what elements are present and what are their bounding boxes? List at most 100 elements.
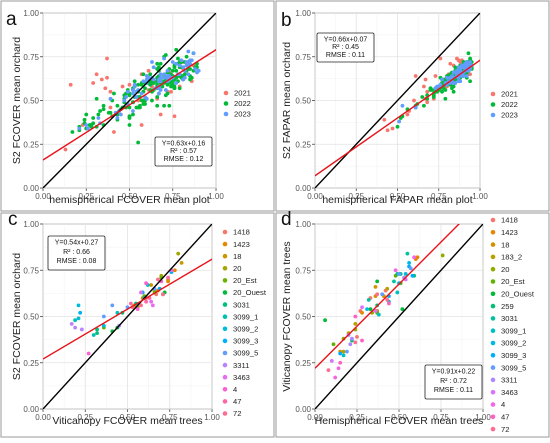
data-point: [139, 82, 144, 87]
data-point: [368, 307, 373, 311]
data-point: [172, 114, 177, 119]
legend-swatch: [490, 266, 496, 272]
x-tick-label: 1.00: [475, 413, 491, 422]
data-point: [150, 98, 154, 103]
legend-swatch: [223, 101, 229, 106]
stats-box: [154, 136, 213, 167]
legend-label: 259: [501, 302, 514, 311]
legend-swatch: [490, 291, 496, 297]
regression-line: [43, 48, 216, 161]
data-point: [440, 89, 444, 94]
data-point: [105, 75, 109, 80]
stats-line: RMSE : 0.08: [57, 258, 97, 265]
y-tick-label: 1.00: [23, 9, 39, 18]
legend-swatch: [490, 316, 496, 321]
data-point: [412, 98, 416, 103]
legend-swatch: [222, 229, 228, 235]
legend-label: 2023: [501, 111, 518, 120]
y-axis-label: S2 FCOVER mean orchard: [11, 253, 23, 380]
data-point: [131, 112, 135, 117]
legend-label: 3031: [501, 314, 518, 323]
data-point: [101, 314, 106, 319]
data-point: [127, 82, 132, 87]
y-tick-label: 0.00: [23, 184, 39, 193]
data-point: [443, 96, 448, 101]
data-point: [410, 273, 415, 278]
data-point: [120, 84, 125, 89]
data-point: [181, 65, 186, 70]
data-point: [136, 82, 141, 87]
data-point: [451, 70, 456, 75]
series-4: [333, 255, 417, 380]
data-point: [144, 299, 148, 304]
data-point: [338, 360, 343, 365]
legend-label: 20_Est: [501, 277, 526, 286]
panel-b: 0.00 0.25 0.50 0.75 1.00 0.00 0.25 0.50 0.75 1.00…: [275, 0, 550, 212]
x-tick-label: 1.00: [208, 192, 224, 201]
series-18: [132, 260, 184, 308]
data-point: [127, 116, 132, 120]
data-point: [135, 307, 140, 311]
legend-swatch: [490, 91, 496, 97]
x-tick-label: 0.00: [35, 413, 51, 422]
x-tick-label: 1.00: [204, 413, 220, 422]
data-point: [423, 77, 428, 82]
y-axis-label: S2 FCOVER mean orchard: [11, 37, 23, 164]
x-tick-label: 0.00: [307, 192, 323, 201]
data-point: [172, 268, 177, 273]
legend-label: 2022: [234, 99, 251, 108]
stats-line: R² : 0.45: [332, 44, 359, 51]
x-tick-label: 0.25: [348, 192, 364, 201]
legend-label: 20_Ouest: [233, 288, 267, 297]
legend-swatch: [490, 230, 496, 235]
data-point: [380, 292, 385, 297]
data-point: [400, 307, 405, 311]
data-point: [73, 325, 78, 330]
legend-swatch: [490, 217, 496, 223]
data-point: [162, 56, 167, 61]
data-point: [139, 91, 144, 96]
data-points: [63, 47, 201, 152]
y-tick-label: 0.25: [23, 359, 39, 368]
data-point: [84, 123, 89, 127]
legend-swatch: [222, 326, 228, 332]
y-tick-label: 1.00: [23, 220, 39, 229]
legend-label: 3099_3: [501, 351, 526, 360]
reference-lines: [315, 224, 483, 409]
legend-swatch: [222, 411, 228, 416]
data-point: [170, 68, 175, 73]
legend-swatch: [490, 402, 496, 407]
legend-label: 4: [233, 385, 237, 394]
legend-label: 3099_1: [233, 312, 258, 321]
legend-label: 20_Est: [233, 276, 258, 285]
one-to-one-line: [315, 13, 480, 188]
data-point: [91, 333, 96, 337]
x-tick-label: 1.00: [472, 192, 488, 201]
data-point: [188, 61, 192, 66]
data-point: [461, 74, 466, 78]
data-point: [143, 102, 147, 106]
data-point: [360, 338, 364, 343]
data-point: [86, 126, 90, 131]
legend-label: 183_2: [501, 253, 522, 262]
legend-swatch: [490, 377, 496, 383]
data-point: [448, 75, 453, 80]
y-tick-label: 0.00: [295, 405, 311, 414]
legend-swatch: [490, 414, 496, 420]
data-point: [69, 322, 74, 326]
data-point: [174, 47, 179, 52]
data-point: [150, 60, 154, 64]
legend-label: 18: [501, 240, 509, 249]
data-point: [353, 340, 358, 345]
data-point: [108, 96, 113, 101]
data-point: [174, 61, 179, 66]
data-point: [149, 299, 154, 304]
data-point: [438, 56, 443, 61]
data-point: [98, 109, 102, 113]
data-point: [341, 349, 346, 354]
data-point: [167, 74, 172, 78]
data-point: [91, 81, 96, 85]
data-point: [338, 351, 343, 356]
data-point: [468, 79, 472, 84]
